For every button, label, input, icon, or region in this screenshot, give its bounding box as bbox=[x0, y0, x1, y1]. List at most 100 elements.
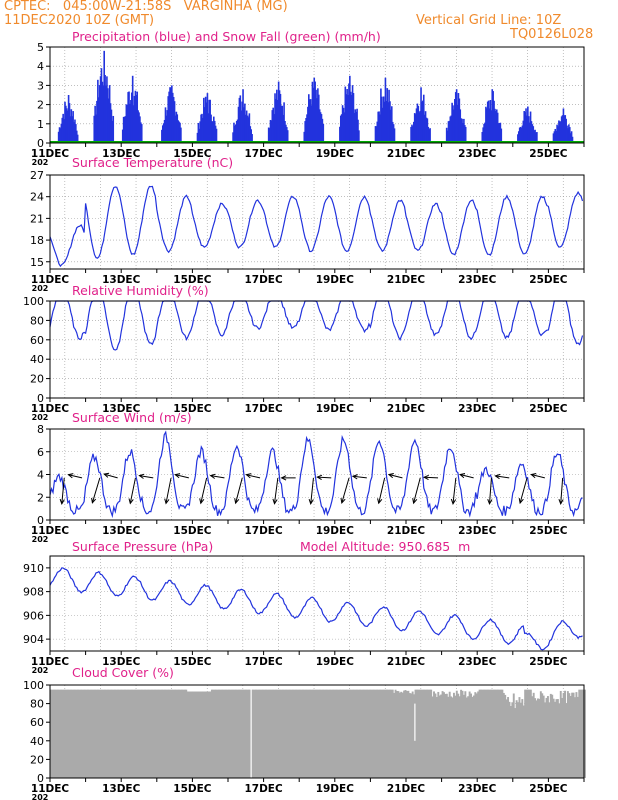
precip-bar bbox=[570, 131, 573, 143]
cloud-cover-bar bbox=[398, 692, 401, 778]
precip-bar bbox=[233, 122, 235, 143]
temp-series-line bbox=[49, 185, 584, 268]
pressure-year-stub: 202 bbox=[32, 666, 49, 675]
cloud-cover-bar bbox=[505, 699, 508, 778]
precip-bar bbox=[488, 108, 491, 143]
cloud-cover-bar bbox=[232, 689, 235, 778]
precip-bar bbox=[522, 120, 525, 143]
cloud-cover-bar bbox=[574, 697, 576, 778]
cloud-cover-bar bbox=[229, 689, 232, 778]
cloud-cover-bar bbox=[391, 689, 394, 778]
precip-bar bbox=[123, 116, 126, 143]
wind-arrow-shaft bbox=[235, 477, 243, 504]
pressure-xtick-label: 23DEC bbox=[458, 656, 497, 668]
precip-bar bbox=[427, 126, 430, 143]
rh-xtick-label: 23DEC bbox=[458, 403, 497, 415]
cloud-cover-bar bbox=[460, 689, 463, 778]
cloud-cover-bar bbox=[448, 691, 451, 778]
precip-bar bbox=[196, 132, 199, 143]
precip-bar bbox=[491, 89, 494, 143]
precip-bar bbox=[320, 114, 323, 143]
cloud-cover-bar bbox=[468, 691, 471, 778]
cloud-cover-bar bbox=[165, 689, 168, 778]
precip-bar bbox=[487, 100, 490, 143]
precip-bar bbox=[308, 94, 310, 143]
cloud-cover-bar bbox=[163, 689, 166, 778]
cloud-cover-bar bbox=[525, 689, 528, 778]
cloud-cover-bar bbox=[98, 689, 101, 778]
precip-bar bbox=[268, 128, 271, 143]
cloud-cover-bar bbox=[359, 689, 361, 778]
cloud-cover-bar bbox=[435, 697, 438, 778]
temp-title: Surface Temperature (nC) bbox=[72, 155, 234, 170]
cloud-cover-bar bbox=[71, 689, 74, 778]
precip-bar bbox=[316, 98, 318, 143]
precip-bar bbox=[171, 92, 174, 143]
cloud-cover-bar bbox=[378, 689, 381, 778]
cloud-cover-bar bbox=[541, 693, 544, 778]
cloud-cover-bar bbox=[280, 689, 283, 778]
precip-bar bbox=[450, 115, 453, 143]
precip-bar bbox=[73, 122, 75, 143]
precip-xtick-label: 23DEC bbox=[458, 148, 497, 160]
cloud-cover-bar bbox=[394, 689, 397, 778]
precip-bar bbox=[569, 133, 572, 143]
precip-frame bbox=[49, 46, 585, 144]
cloud-ytick-label: 60 bbox=[30, 716, 44, 729]
cloud-cover-bar bbox=[470, 693, 473, 778]
precip-bar bbox=[245, 110, 248, 143]
precip-bar bbox=[559, 121, 561, 143]
precip-xtick-label: 13DEC bbox=[102, 148, 141, 160]
cloud-cover-bar bbox=[260, 689, 263, 778]
precip-bar bbox=[418, 112, 421, 143]
precip-bar bbox=[349, 91, 352, 143]
precip-bar bbox=[169, 87, 171, 143]
precip-bar bbox=[459, 109, 462, 143]
cloud-cover-bar bbox=[545, 697, 548, 778]
cloud-title: Cloud Cover (%) bbox=[72, 665, 174, 680]
cloud-cover-bar bbox=[225, 689, 228, 778]
cloud-cover-bar bbox=[413, 694, 416, 778]
cloud-cover-bar bbox=[68, 689, 71, 778]
precip-bar bbox=[251, 134, 253, 143]
cloud-cover-bar bbox=[186, 691, 189, 778]
precip-bar bbox=[140, 122, 142, 143]
precip-bar bbox=[128, 91, 130, 143]
precip-bar bbox=[312, 87, 315, 143]
precip-bar bbox=[95, 114, 97, 143]
cloud-cover-bar bbox=[179, 689, 182, 778]
precip-bar bbox=[69, 116, 72, 143]
cloud-cover-bar bbox=[451, 697, 454, 778]
precip-bar bbox=[429, 128, 431, 143]
cloud-cover-bar bbox=[202, 691, 205, 778]
cloud-cover-bar bbox=[417, 689, 420, 778]
precip-xtick-label: 11DEC bbox=[31, 148, 70, 160]
wind-arrow-shaft bbox=[68, 474, 83, 479]
cloud-cover-bar bbox=[390, 689, 393, 778]
cloud-cover-bar bbox=[527, 689, 529, 778]
pressure-series-line bbox=[50, 567, 583, 651]
precip-bar bbox=[379, 114, 381, 143]
precip-bar bbox=[571, 136, 574, 143]
precip-bar bbox=[138, 112, 140, 143]
cloud-cover-bar bbox=[336, 689, 339, 778]
precip-bar bbox=[135, 94, 138, 143]
precip-bar bbox=[494, 108, 496, 143]
cloud-cover-bar bbox=[84, 689, 87, 778]
cloud-xtick-label: 15DEC bbox=[173, 783, 212, 795]
precip-bar bbox=[346, 88, 348, 143]
precip-bar bbox=[66, 110, 69, 143]
cloud-cover-bar bbox=[55, 689, 58, 778]
precip-bar bbox=[384, 77, 387, 143]
cloud-cover-bar bbox=[193, 691, 196, 778]
cloud-cover-bar bbox=[118, 689, 121, 778]
precip-bar bbox=[65, 108, 68, 143]
cloud-cover-bar bbox=[314, 689, 317, 778]
cloud-cover-bar bbox=[323, 689, 326, 778]
precip-bar bbox=[71, 116, 74, 143]
precip-bar bbox=[519, 126, 522, 143]
precip-bar bbox=[390, 106, 393, 143]
cloud-cover-bar bbox=[509, 705, 512, 778]
cloud-cover-bar bbox=[464, 691, 467, 778]
